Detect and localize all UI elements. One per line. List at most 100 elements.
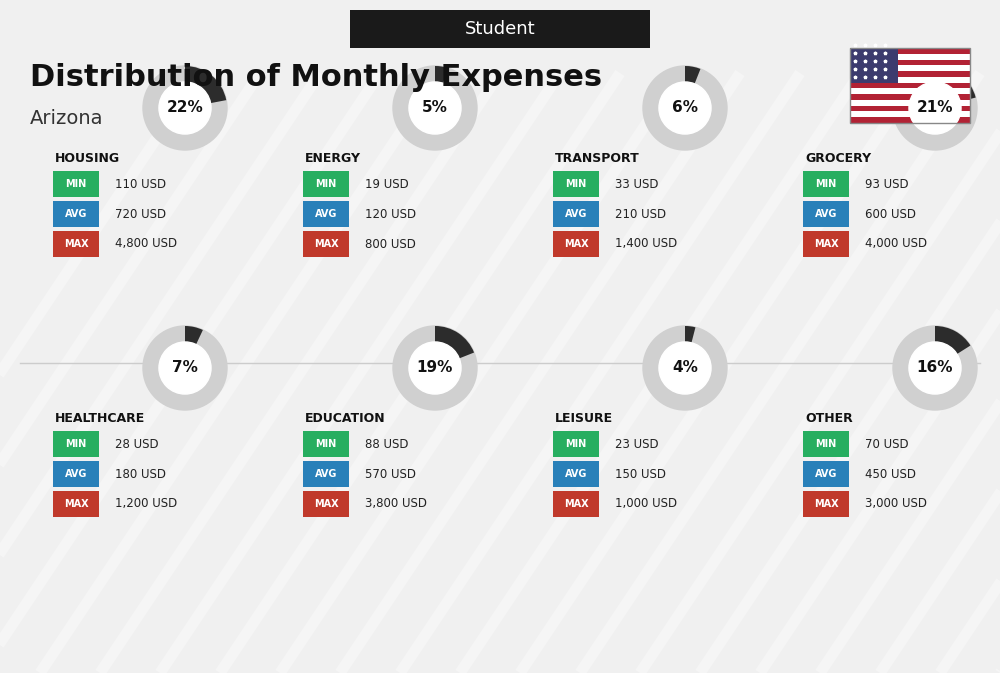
FancyBboxPatch shape	[53, 431, 99, 457]
Text: TRANSPORT: TRANSPORT	[555, 151, 640, 164]
FancyBboxPatch shape	[303, 171, 349, 197]
Text: MAX: MAX	[64, 239, 88, 249]
Text: 1,400 USD: 1,400 USD	[615, 238, 677, 250]
FancyBboxPatch shape	[553, 231, 599, 257]
Text: 450 USD: 450 USD	[865, 468, 916, 481]
FancyBboxPatch shape	[850, 94, 970, 100]
FancyBboxPatch shape	[850, 112, 970, 117]
Text: 5%: 5%	[422, 100, 448, 116]
FancyBboxPatch shape	[553, 491, 599, 517]
FancyBboxPatch shape	[553, 201, 599, 227]
FancyBboxPatch shape	[350, 10, 650, 48]
Text: AVG: AVG	[65, 469, 87, 479]
FancyBboxPatch shape	[303, 461, 349, 487]
Text: Distribution of Monthly Expenses: Distribution of Monthly Expenses	[30, 63, 602, 92]
Text: ENERGY: ENERGY	[305, 151, 361, 164]
Text: 4,000 USD: 4,000 USD	[865, 238, 927, 250]
Circle shape	[909, 82, 961, 134]
Text: MIN: MIN	[565, 179, 587, 189]
Text: 21%: 21%	[917, 100, 953, 116]
Text: 1,200 USD: 1,200 USD	[115, 497, 177, 511]
FancyBboxPatch shape	[303, 231, 349, 257]
Circle shape	[893, 66, 977, 150]
Text: 33 USD: 33 USD	[615, 178, 658, 190]
Text: 3,000 USD: 3,000 USD	[865, 497, 927, 511]
Text: 88 USD: 88 USD	[365, 437, 409, 450]
Text: HOUSING: HOUSING	[55, 151, 120, 164]
Text: MAX: MAX	[814, 239, 838, 249]
Text: 110 USD: 110 USD	[115, 178, 166, 190]
Text: AVG: AVG	[315, 209, 337, 219]
Circle shape	[159, 82, 211, 134]
Circle shape	[409, 342, 461, 394]
Text: 180 USD: 180 USD	[115, 468, 166, 481]
Text: MIN: MIN	[315, 179, 337, 189]
Text: 6%: 6%	[672, 100, 698, 116]
FancyBboxPatch shape	[850, 77, 970, 83]
Wedge shape	[435, 326, 474, 368]
Text: MIN: MIN	[65, 179, 87, 189]
Text: MAX: MAX	[64, 499, 88, 509]
Text: 93 USD: 93 USD	[865, 178, 909, 190]
Text: AVG: AVG	[65, 209, 87, 219]
Circle shape	[659, 342, 711, 394]
Text: MIN: MIN	[65, 439, 87, 449]
Text: 16%: 16%	[917, 361, 953, 376]
Text: MIN: MIN	[565, 439, 587, 449]
Text: Arizona: Arizona	[30, 108, 104, 127]
FancyBboxPatch shape	[53, 491, 99, 517]
Text: MAX: MAX	[564, 239, 588, 249]
Text: 23 USD: 23 USD	[615, 437, 659, 450]
Wedge shape	[185, 326, 203, 368]
Text: MAX: MAX	[314, 499, 338, 509]
Text: AVG: AVG	[815, 209, 837, 219]
FancyBboxPatch shape	[553, 461, 599, 487]
Circle shape	[643, 66, 727, 150]
Text: MAX: MAX	[814, 499, 838, 509]
Circle shape	[409, 82, 461, 134]
Text: MAX: MAX	[564, 499, 588, 509]
Text: 1,000 USD: 1,000 USD	[615, 497, 677, 511]
Text: 3,800 USD: 3,800 USD	[365, 497, 427, 511]
FancyBboxPatch shape	[803, 491, 849, 517]
FancyBboxPatch shape	[553, 431, 599, 457]
FancyBboxPatch shape	[553, 171, 599, 197]
Text: 720 USD: 720 USD	[115, 207, 166, 221]
Text: 22%: 22%	[167, 100, 203, 116]
Text: 4,800 USD: 4,800 USD	[115, 238, 177, 250]
Wedge shape	[685, 326, 695, 368]
FancyBboxPatch shape	[850, 54, 970, 59]
Text: 120 USD: 120 USD	[365, 207, 416, 221]
FancyBboxPatch shape	[53, 171, 99, 197]
Circle shape	[143, 326, 227, 410]
Wedge shape	[935, 326, 970, 368]
Text: 210 USD: 210 USD	[615, 207, 666, 221]
FancyBboxPatch shape	[850, 100, 970, 106]
Text: Student: Student	[465, 20, 535, 38]
Wedge shape	[935, 66, 976, 108]
FancyBboxPatch shape	[803, 461, 849, 487]
FancyBboxPatch shape	[850, 88, 970, 94]
FancyBboxPatch shape	[850, 83, 970, 88]
Text: MIN: MIN	[315, 439, 337, 449]
Text: 19%: 19%	[417, 361, 453, 376]
FancyBboxPatch shape	[303, 491, 349, 517]
Circle shape	[393, 66, 477, 150]
Text: AVG: AVG	[315, 469, 337, 479]
FancyBboxPatch shape	[303, 431, 349, 457]
Circle shape	[159, 342, 211, 394]
Text: 7%: 7%	[172, 361, 198, 376]
FancyBboxPatch shape	[303, 201, 349, 227]
Circle shape	[893, 326, 977, 410]
Circle shape	[143, 66, 227, 150]
FancyBboxPatch shape	[850, 106, 970, 112]
FancyBboxPatch shape	[803, 431, 849, 457]
FancyBboxPatch shape	[803, 171, 849, 197]
Text: 800 USD: 800 USD	[365, 238, 416, 250]
FancyBboxPatch shape	[53, 201, 99, 227]
Text: 150 USD: 150 USD	[615, 468, 666, 481]
Text: 4%: 4%	[672, 361, 698, 376]
Text: GROCERY: GROCERY	[805, 151, 871, 164]
Wedge shape	[435, 66, 448, 108]
FancyBboxPatch shape	[850, 65, 970, 71]
